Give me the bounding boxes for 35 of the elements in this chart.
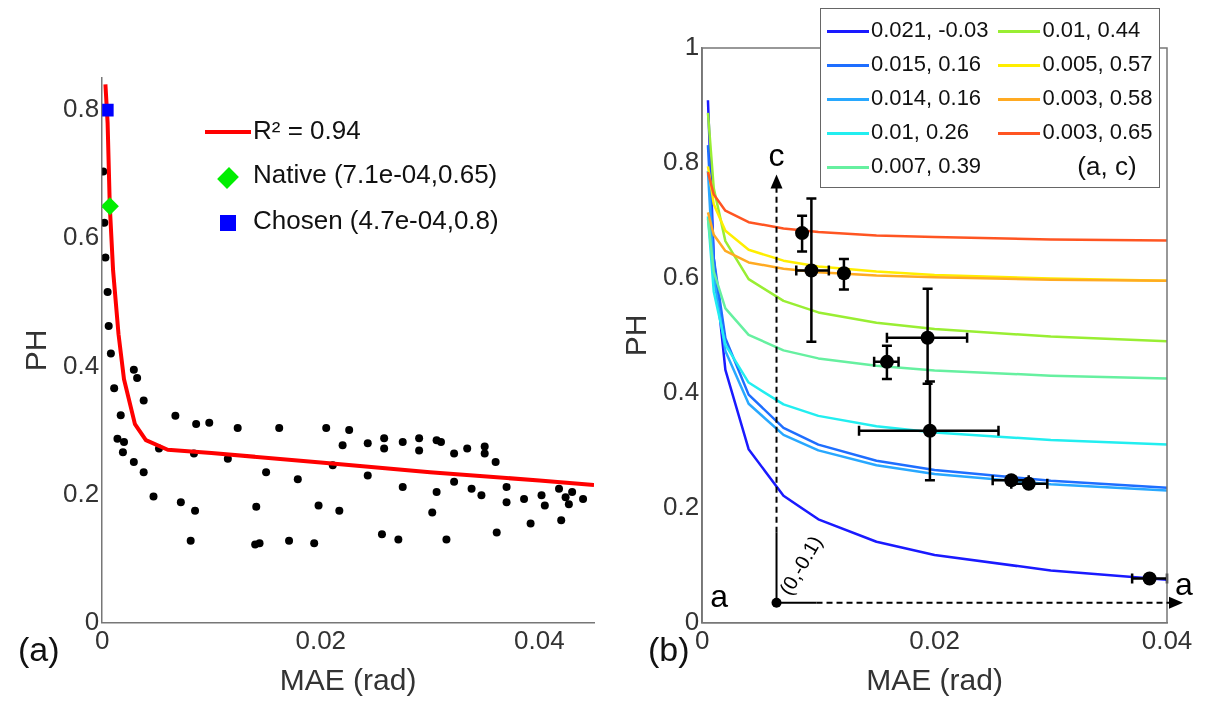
legend-label: Chosen (4.7e-04,0.8)	[253, 205, 499, 236]
text: (b)	[648, 630, 690, 669]
x-tick-label: 0.04	[514, 624, 565, 655]
legend-title: (a, c)	[1076, 150, 1138, 183]
x-tick-label: 0.02	[295, 624, 347, 655]
legend-label: 0.021, -0.03	[871, 17, 989, 42]
y-tick-label: 0.8	[662, 146, 700, 177]
x-tick-label: 0.02	[909, 624, 960, 655]
legend-label: 0.01, 0.44	[1042, 17, 1141, 42]
y-tick-label: 0.6	[62, 221, 100, 252]
legend-label: 0.015, 0.16	[871, 51, 982, 76]
y-tick-label: 0.8	[62, 93, 100, 124]
x-axis-title: MAE (rad)	[279, 663, 417, 697]
legend-label: 0.003, 0.58	[1042, 85, 1153, 110]
y-tick-label: 0.4	[62, 349, 100, 380]
legend-label: 0.014, 0.16	[871, 85, 982, 110]
y-tick-label: 0.2	[662, 491, 700, 522]
y-tick-label: 0.4	[662, 376, 700, 407]
legend-label: R² = 0.94	[253, 115, 361, 145]
x-axis-title: MAE (rad)	[866, 663, 1003, 697]
x-tick-label: 0.04	[1141, 624, 1193, 655]
text: a	[1175, 565, 1193, 602]
legend-label: Native (7.1e-04,0.65)	[253, 159, 498, 189]
y-tick-label: 0.6	[662, 261, 700, 292]
y-axis-title: PH	[619, 314, 653, 357]
text: (a)	[18, 630, 60, 669]
y-tick-label: 1	[684, 31, 700, 62]
legend-label: 0.005, 0.57	[1042, 51, 1153, 76]
y-axis-title: PH	[19, 329, 53, 372]
legend-label: 0.007, 0.39	[871, 153, 982, 178]
legend-label: 0.01, 0.26	[871, 119, 969, 144]
annotation: a	[710, 577, 729, 614]
legend-label: 0.003, 0.65	[1042, 119, 1153, 144]
annotation: c	[768, 137, 785, 174]
y-tick-label: 0.2	[62, 477, 100, 508]
